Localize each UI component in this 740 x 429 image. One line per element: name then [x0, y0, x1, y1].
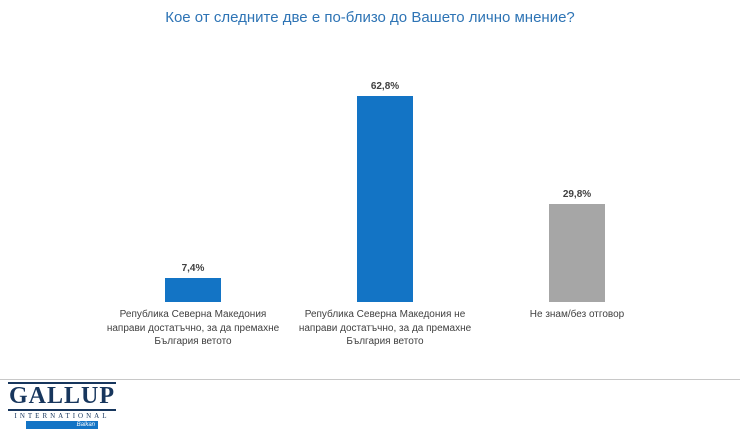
gallup-logo-ribbon: Balkan — [26, 421, 98, 429]
category-label: Не знам/без отговор — [529, 309, 625, 320]
category-axis: Република Северна Македония направи дост… — [100, 308, 670, 349]
category-label: Република Северна Македония направи дост… — [106, 309, 280, 347]
bar-value-label: 62,8% — [370, 81, 400, 92]
bar-chart: 7,4% 62,8% 29,8% — [100, 69, 670, 302]
bar — [549, 204, 605, 302]
category-label: Република Северна Македония не направи д… — [298, 309, 472, 347]
bar-value-label: 29,8% — [562, 189, 592, 200]
bar — [165, 278, 221, 302]
footer: GALLUP INTERNATIONAL Balkan — [0, 379, 740, 429]
bar-column: 62,8% — [292, 69, 478, 302]
bar-value-label: 7,4% — [181, 263, 205, 274]
gallup-logo-wordmark: GALLUP — [8, 382, 116, 412]
bar — [357, 96, 413, 302]
bar-column: 29,8% — [484, 69, 670, 302]
gallup-logo-subtitle: INTERNATIONAL — [14, 412, 110, 421]
gallup-logo: GALLUP INTERNATIONAL Balkan — [8, 382, 116, 429]
bar-column: 7,4% — [100, 69, 286, 302]
page-title: Кое от следните две е по-близо до Вашето… — [165, 9, 575, 26]
